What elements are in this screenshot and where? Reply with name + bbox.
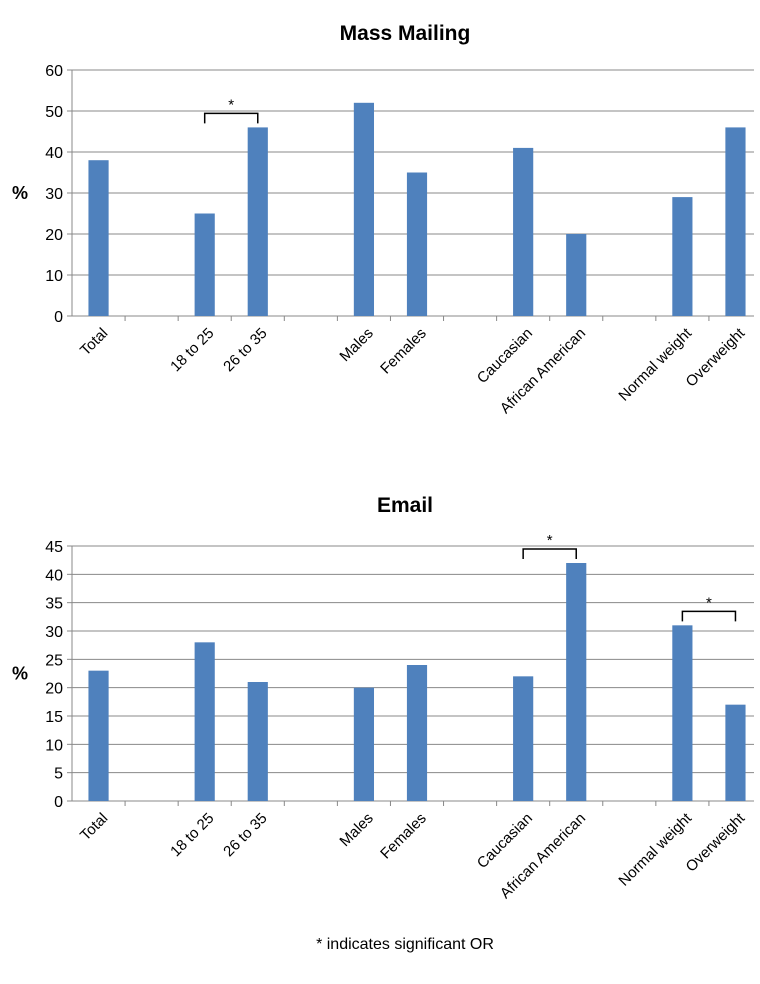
- mass-mailing-category-label: Females: [377, 325, 430, 378]
- mass-mailing-bar-3: [353, 102, 375, 316]
- mass-mailing-bar-4: [406, 172, 428, 316]
- mass-mailing-significance-bracket: [203, 112, 259, 124]
- mass-mailing-ytick-label: 50: [45, 104, 63, 121]
- email-category-label: Females: [377, 810, 430, 863]
- email-category-label: Normal weight: [615, 809, 695, 889]
- mass-mailing-ytick-label: 60: [45, 63, 63, 80]
- mass-mailing-ytick-label: 20: [45, 227, 63, 244]
- email-significance-star: *: [706, 594, 712, 611]
- mass-mailing-ytick-label: 40: [45, 145, 63, 162]
- email-category-label: 18 to 25: [167, 810, 217, 860]
- footnote: * indicates significant OR: [316, 936, 494, 953]
- email-bar-2: [247, 682, 268, 801]
- email-chart: Email 0 5 10 15 20 25 30 35 40 45% Total 18 to 25 26 …: [12, 494, 754, 902]
- mass-mailing-ytick-label: 0: [54, 309, 63, 326]
- mass-mailing-bar-1: [194, 213, 215, 316]
- mass-mailing-bar-8: [725, 127, 746, 317]
- email-category-label: Males: [336, 810, 376, 850]
- mass-mailing-bar-5: [513, 147, 534, 316]
- mass-mailing-category-label: Total: [77, 325, 111, 359]
- email-ytick-label: 35: [45, 596, 63, 613]
- email-bar-5: [513, 676, 534, 801]
- mass-mailing-significance-star: *: [228, 96, 234, 113]
- mass-mailing-chart: Mass Mailing 0 10 20 30 40 50 60% Total 18 to 25 2…: [12, 22, 754, 417]
- email-ytick-label: 10: [45, 737, 63, 754]
- email-category-label: 26 to 35: [220, 810, 270, 860]
- mass-mailing-bar-6: [566, 234, 587, 316]
- email-ytick-label: 45: [45, 539, 63, 556]
- mass-mailing-ytick-label: 10: [45, 268, 63, 285]
- email-ytick-label: 0: [54, 794, 63, 811]
- email-bar-7: [672, 625, 693, 801]
- email-ytick-label: 30: [45, 624, 63, 641]
- email-title: Email: [377, 494, 433, 517]
- email-bar-4: [406, 665, 428, 801]
- email-ytick-label: 40: [45, 567, 63, 584]
- email-ytick-label: 5: [54, 766, 63, 783]
- email-bar-1: [194, 642, 215, 801]
- email-significance-star: *: [547, 532, 553, 549]
- email-ylabel: %: [12, 664, 28, 684]
- email-bar-8: [725, 704, 746, 801]
- mass-mailing-ytick-label: 30: [45, 186, 63, 203]
- email-bar-0: [88, 670, 109, 801]
- email-significance-bracket: [681, 610, 737, 622]
- mass-mailing-ylabel: %: [12, 183, 28, 203]
- mass-mailing-category-label: Males: [336, 325, 376, 365]
- email-ytick-label: 25: [45, 652, 63, 669]
- mass-mailing-bar-0: [88, 160, 109, 316]
- email-ytick-label: 20: [45, 681, 63, 698]
- mass-mailing-bar-7: [672, 197, 693, 316]
- mass-mailing-bar-2: [247, 127, 268, 317]
- mass-mailing-title: Mass Mailing: [340, 22, 471, 45]
- email-category-label: Total: [77, 810, 111, 844]
- mass-mailing-category-label: Normal weight: [615, 324, 695, 404]
- mass-mailing-category-label: 26 to 35: [220, 325, 270, 375]
- mass-mailing-category-label: 18 to 25: [167, 325, 217, 375]
- email-bar-6: [566, 563, 587, 801]
- email-significance-bracket: [522, 548, 577, 559]
- email-bar-3: [353, 687, 375, 801]
- email-ytick-label: 15: [45, 709, 63, 726]
